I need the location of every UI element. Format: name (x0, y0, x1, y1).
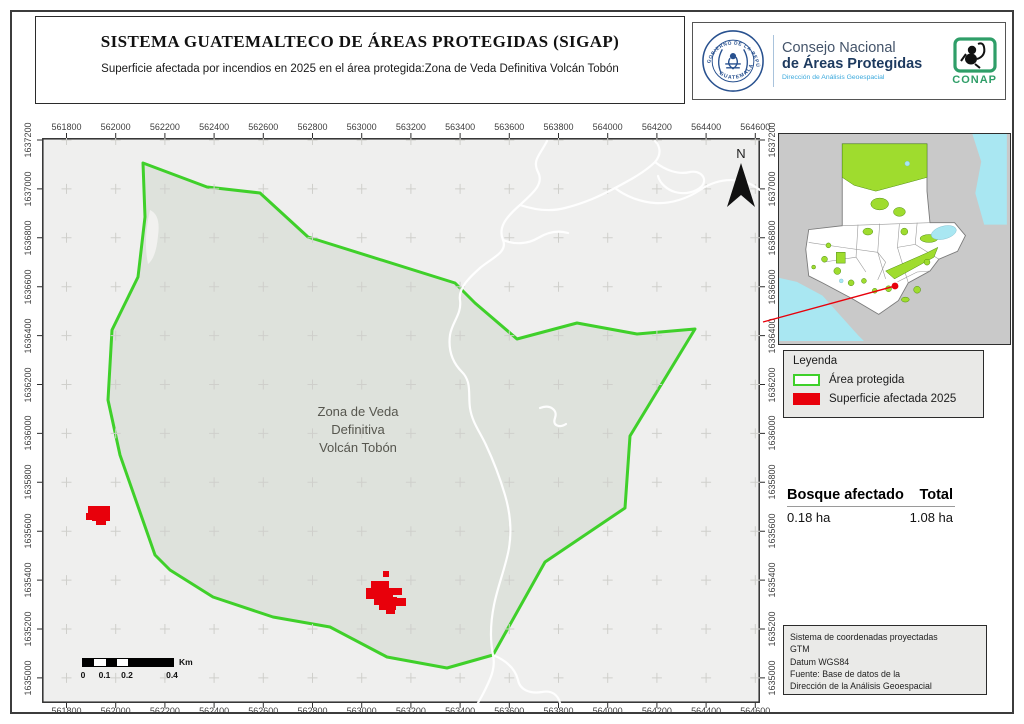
legend: Leyenda Área protegida Superficie afecta… (783, 350, 984, 418)
legend-item-affected-area: Superficie afectada 2025 (793, 393, 983, 405)
org-name-line1: Consejo Nacional (782, 39, 896, 56)
scalebar-bar (82, 657, 174, 667)
credits-line: GTM (790, 644, 810, 655)
scalebar-labels: 0 0.1 0.2 0.4 (80, 670, 282, 681)
page-title: SISTEMA GUATEMALTECO DE ÁREAS PROTEGIDAS… (100, 32, 620, 51)
department-borders (808, 222, 939, 283)
caribbean-sea (972, 134, 1007, 225)
page-border (10, 10, 1014, 714)
conap-monkey-icon (953, 36, 997, 73)
scalebar-segment (105, 658, 117, 666)
credits-line: Dirección de la Análisis Geoespacial (790, 681, 932, 692)
scalebar-segment (128, 658, 173, 666)
protected-area-swatch (793, 374, 820, 386)
affected-forest-stats: Bosque afectado Total 0.18 ha 1.08 ha (787, 487, 955, 525)
stats-col2-header: Total (919, 487, 953, 503)
lakes (839, 160, 957, 284)
scalebar-tick-label: 0.4 (166, 670, 178, 680)
title-box: SISTEMA GUATEMALTECO DE ÁREAS PROTEGIDAS… (35, 16, 685, 104)
guatemala-inset-map (778, 133, 1011, 345)
svg-text:Zona de Veda: Zona de Veda (318, 404, 400, 419)
scalebar-segment (83, 658, 95, 666)
logo-divider (773, 35, 774, 87)
seal-quetzal-emblem (718, 49, 748, 74)
scalebar-tick-label: 0 (80, 670, 86, 680)
logo-box: GOBIERNO DE LA REPÚBLICA GUATEMALA Conse… (692, 22, 1006, 100)
stats-affected-value: 0.18 ha (787, 510, 831, 525)
conap-label: CONAP (952, 73, 997, 86)
page-subtitle: Superficie afectada por incendios en 202… (101, 63, 619, 75)
stats-total-value: 1.08 ha (909, 510, 953, 525)
guatemala-outline (805, 143, 966, 315)
scalebar-tick-label: 0.1 (98, 670, 111, 680)
org-name-line2: de Áreas Protegidas (782, 56, 923, 73)
government-seal-icon: GOBIERNO DE LA REPÚBLICA GUATEMALA (701, 28, 764, 92)
coordinate-system-credits: Sistema de coordenadas proyectadas GTM Dat… (783, 625, 987, 695)
scalebar-unit: Km (179, 657, 193, 667)
main-map-canvas: Zona de Veda Definitiva Volcán Tobón N (42, 138, 760, 703)
stats-divider (787, 506, 955, 507)
stats-col1-header: Bosque afectado (787, 487, 904, 503)
scalebar-segment (116, 658, 128, 666)
scalebar-segment (94, 658, 106, 666)
credits-line: Sistema de coordenadas proyectadas (790, 632, 938, 642)
svg-text:Definitiva: Definitiva (331, 422, 385, 437)
main-map: Zona de Veda Definitiva Volcán Tobón N (42, 138, 760, 703)
org-name-line3: Dirección de Análisis Geoespacial (782, 74, 885, 82)
credits-line: Fuente: Base de datos de la (790, 668, 901, 679)
svg-text:N: N (736, 146, 745, 161)
scalebar-tick-label: 0.2 (121, 670, 133, 680)
svg-text:Volcán Tobón: Volcán Tobón (319, 440, 397, 455)
legend-item-protected-area: Área protegida (793, 374, 983, 386)
conap-logo: CONAP (952, 36, 997, 86)
credits-line: Datum WGS84 (790, 656, 850, 667)
affected-area-swatch (793, 393, 820, 405)
guatemala-inset-canvas (779, 134, 1007, 341)
protected-areas-green (811, 143, 939, 303)
org-name: Consejo Nacional de Áreas Protegidas Dir… (782, 40, 944, 82)
legend-title: Leyenda (793, 355, 838, 367)
scalebar: Km 0 0.1 0.2 0.4 (80, 657, 282, 681)
